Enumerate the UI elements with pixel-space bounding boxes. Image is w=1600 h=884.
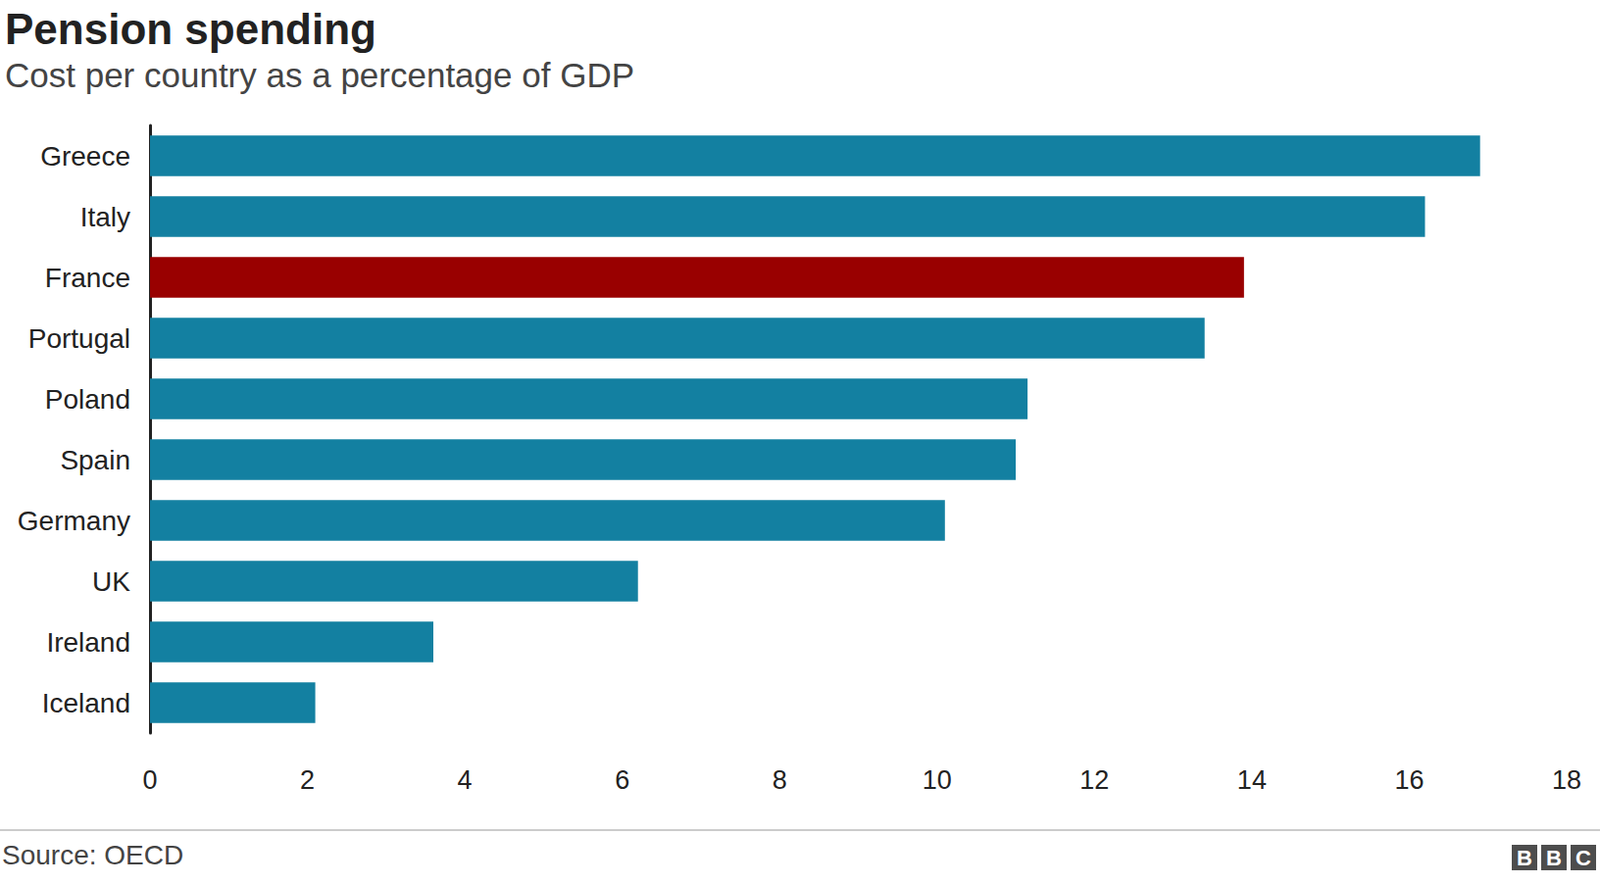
svg-text:Spain: Spain bbox=[59, 445, 131, 476]
svg-text:10: 10 bbox=[922, 765, 952, 796]
svg-text:Ireland: Ireland bbox=[46, 627, 131, 658]
svg-text:16: 16 bbox=[1394, 765, 1424, 796]
svg-text:8: 8 bbox=[772, 765, 788, 796]
svg-text:Cost per country as a percenta: Cost per country as a percentage of GDP bbox=[4, 55, 635, 95]
svg-text:Italy: Italy bbox=[80, 201, 131, 233]
svg-text:18: 18 bbox=[1551, 765, 1582, 796]
svg-text:6: 6 bbox=[614, 765, 630, 796]
svg-text:France: France bbox=[45, 262, 131, 294]
svg-text:Germany: Germany bbox=[17, 505, 131, 537]
svg-text:Iceland: Iceland bbox=[42, 688, 131, 719]
svg-text:0: 0 bbox=[142, 765, 157, 796]
svg-text:12: 12 bbox=[1079, 765, 1109, 796]
svg-text:14: 14 bbox=[1237, 765, 1267, 796]
svg-text:2: 2 bbox=[300, 765, 315, 796]
svg-text:Greece: Greece bbox=[40, 141, 131, 172]
svg-text:B: B bbox=[1516, 846, 1533, 871]
svg-text:Poland: Poland bbox=[45, 384, 131, 415]
svg-text:C: C bbox=[1575, 846, 1592, 871]
svg-text:4: 4 bbox=[457, 765, 473, 796]
svg-text:Portugal: Portugal bbox=[28, 323, 131, 354]
svg-text:UK: UK bbox=[92, 566, 131, 598]
svg-text:B: B bbox=[1546, 846, 1562, 871]
svg-text:Source: OECD: Source: OECD bbox=[1, 840, 184, 871]
svg-text:Pension spending: Pension spending bbox=[4, 4, 377, 53]
